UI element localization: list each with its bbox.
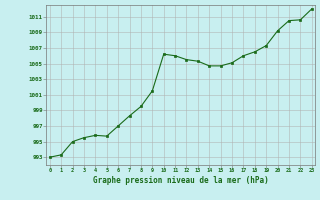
X-axis label: Graphe pression niveau de la mer (hPa): Graphe pression niveau de la mer (hPa) [93,176,269,185]
